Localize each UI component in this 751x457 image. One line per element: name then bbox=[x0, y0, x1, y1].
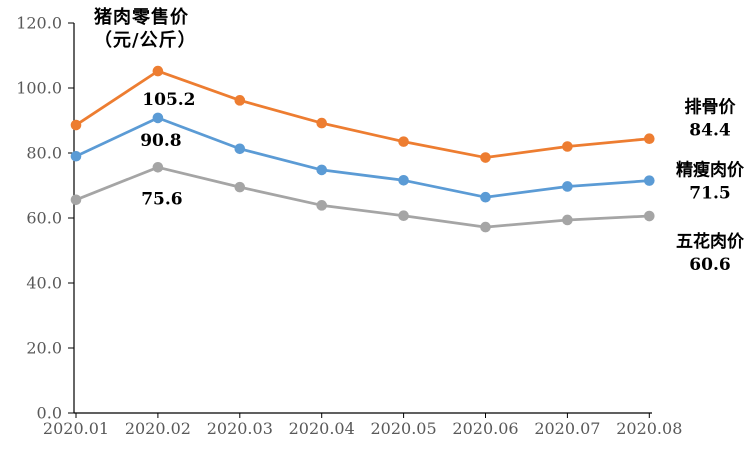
x-axis-tick-label: 2020.07 bbox=[534, 419, 600, 438]
series-name-label-2: 五花肉价 bbox=[676, 231, 745, 252]
data-point-2-3 bbox=[316, 200, 328, 211]
y-axis-tick-label: 40.0 bbox=[26, 274, 62, 293]
peak-value-label-2: 75.6 bbox=[141, 189, 182, 209]
data-point-2-6 bbox=[562, 214, 573, 226]
y-axis-tick-label: 0.0 bbox=[37, 404, 62, 423]
data-point-1-5 bbox=[480, 191, 491, 203]
chart-title-line-2: （元/公斤） bbox=[94, 30, 197, 51]
series-line-1 bbox=[74, 116, 651, 199]
series-name-label-0: 排骨价 bbox=[685, 97, 737, 118]
data-point-0-1 bbox=[152, 65, 164, 77]
data-point-1-6 bbox=[562, 181, 573, 192]
peak-value-label-0: 105.2 bbox=[142, 90, 195, 110]
data-point-2-0 bbox=[70, 194, 82, 206]
y-axis-tick-label: 60.0 bbox=[26, 209, 62, 228]
data-point-2-5 bbox=[480, 221, 491, 233]
data-point-2-2 bbox=[234, 181, 246, 193]
series-end-value-label-0: 84.4 bbox=[689, 121, 731, 141]
x-axis-tick-label: 2020.06 bbox=[452, 419, 518, 438]
data-point-1-7 bbox=[644, 175, 655, 186]
x-axis-tick-label: 2020.08 bbox=[616, 419, 682, 438]
data-point-2-1 bbox=[152, 162, 164, 173]
data-point-0-4 bbox=[398, 136, 409, 147]
data-point-0-6 bbox=[562, 141, 573, 152]
y-axis-tick-label: 80.0 bbox=[26, 144, 62, 163]
data-point-0-0 bbox=[70, 119, 82, 131]
x-axis-tick-label: 2020.01 bbox=[43, 419, 109, 438]
chart-title-line-1: 猪肉零售价 bbox=[94, 7, 189, 28]
data-point-2-7 bbox=[644, 210, 655, 222]
y-axis-tick-label: 20.0 bbox=[26, 339, 62, 358]
series-end-value-label-1: 71.5 bbox=[689, 184, 730, 204]
series-end-value-label-2: 60.6 bbox=[689, 255, 730, 275]
data-point-2-4 bbox=[398, 210, 409, 222]
series-name-label-1: 精瘦肉价 bbox=[676, 160, 745, 181]
peak-value-label-1: 90.8 bbox=[140, 131, 181, 151]
data-point-1-4 bbox=[398, 175, 409, 186]
x-axis-tick-label: 2020.04 bbox=[289, 419, 355, 438]
data-point-0-3 bbox=[316, 117, 328, 129]
data-point-0-2 bbox=[234, 95, 246, 106]
data-point-0-7 bbox=[644, 133, 655, 144]
data-point-1-2 bbox=[234, 143, 246, 155]
data-point-1-0 bbox=[70, 150, 82, 162]
data-point-0-5 bbox=[480, 152, 491, 163]
chart-title: 猪肉零售价 （元/公斤） bbox=[94, 6, 197, 52]
x-axis-tick-label: 2020.02 bbox=[125, 419, 191, 438]
data-point-1-3 bbox=[316, 164, 328, 176]
data-point-1-1 bbox=[152, 112, 164, 124]
x-axis-tick-label: 2020.03 bbox=[207, 419, 273, 438]
x-axis-tick-label: 2020.05 bbox=[371, 419, 437, 438]
series-line-2 bbox=[74, 165, 651, 229]
y-axis-tick-label: 120.0 bbox=[16, 14, 62, 33]
series-line-0 bbox=[74, 69, 651, 159]
y-axis-tick-label: 100.0 bbox=[16, 79, 62, 98]
